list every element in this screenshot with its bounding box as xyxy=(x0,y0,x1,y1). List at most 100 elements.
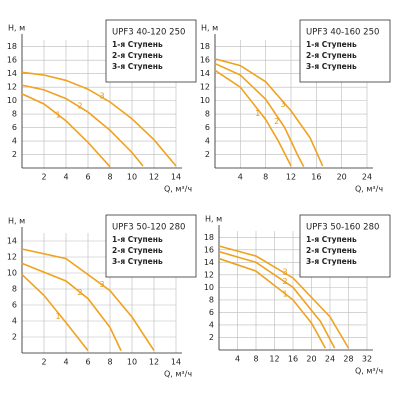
x-tick-label: 24 xyxy=(325,355,335,364)
y-tick-label: 12 xyxy=(204,270,214,279)
y-axis-label: H, м xyxy=(205,215,222,224)
x-tick-label: 12 xyxy=(149,358,159,367)
y-tick-label: 14 xyxy=(200,69,210,78)
legend-box xyxy=(105,19,197,83)
y-tick-label: 4 xyxy=(12,137,17,146)
legend-entry: 3-я Ступень xyxy=(306,62,357,71)
y-axis-label: H, м xyxy=(8,217,25,226)
y-tick-label: 14 xyxy=(7,237,17,246)
legend-entry: 3-я Ступень xyxy=(306,257,357,266)
y-tick-label: 12 xyxy=(7,253,17,262)
curve-label: 3 xyxy=(280,100,285,109)
chart-title: UPF3 50-160 280 xyxy=(306,223,379,233)
curve xyxy=(21,248,155,352)
curve xyxy=(214,62,305,168)
legend-box xyxy=(299,19,391,83)
x-tick-label: 24 xyxy=(362,173,372,182)
y-tick-label: 18 xyxy=(200,42,210,51)
y-tick-label: 6 xyxy=(12,301,17,310)
legend-box xyxy=(299,214,391,278)
x-tick-label: 6 xyxy=(85,358,90,367)
y-tick-label: 4 xyxy=(12,317,17,326)
x-tick-label: 12 xyxy=(149,173,159,182)
curve-label: 1 xyxy=(282,289,287,298)
x-tick-label: 4 xyxy=(235,355,240,364)
x-tick-label: 4 xyxy=(63,173,68,182)
y-tick-label: 4 xyxy=(209,320,214,329)
y-tick-label: 18 xyxy=(204,233,214,242)
y-tick-label: 16 xyxy=(7,56,17,65)
y-tick-label: 2 xyxy=(205,150,210,159)
curve-label: 3 xyxy=(99,91,104,100)
x-tick-label: 8 xyxy=(253,355,258,364)
curve-label: 1 xyxy=(55,110,60,119)
curve-label: 1 xyxy=(255,109,260,118)
x-tick-label: 12 xyxy=(269,355,279,364)
curve-label: 2 xyxy=(77,288,82,297)
y-tick-label: 18 xyxy=(7,42,17,51)
curve xyxy=(21,93,111,168)
y-tick-label: 16 xyxy=(204,245,214,254)
x-tick-label: 14 xyxy=(171,173,181,182)
legend-entry: 1-я Ступень xyxy=(306,40,357,49)
chart-title: UPF3 40-120 250 xyxy=(112,28,185,38)
x-tick-label: 20 xyxy=(337,173,347,182)
y-tick-label: 8 xyxy=(205,110,210,119)
x-tick-label: 10 xyxy=(127,358,137,367)
curve xyxy=(21,71,177,167)
x-tick-label: 6 xyxy=(85,173,90,182)
x-axis-label: Q, м³/ч xyxy=(355,185,383,194)
x-tick-label: 8 xyxy=(107,173,112,182)
y-tick-label: 14 xyxy=(204,258,214,267)
y-tick-label: 12 xyxy=(200,83,210,92)
y-tick-label: 8 xyxy=(209,295,214,304)
curve-label: 1 xyxy=(55,312,60,321)
y-tick-label: 10 xyxy=(200,96,210,105)
y-tick-label: 12 xyxy=(7,83,17,92)
y-tick-label: 16 xyxy=(200,56,210,65)
x-tick-label: 14 xyxy=(171,358,181,367)
chart-title: UPF3 50-120 280 xyxy=(112,223,185,233)
curve-label: 2 xyxy=(282,277,287,286)
x-tick-label: 16 xyxy=(311,173,321,182)
legend-entry: 1-я Ступень xyxy=(112,235,163,244)
y-tick-label: 10 xyxy=(204,283,214,292)
y-tick-label: 6 xyxy=(209,308,214,317)
chart-title: UPF3 40-160 250 xyxy=(306,28,379,38)
curve xyxy=(21,262,122,351)
legend-entry: 2-я Ступень xyxy=(306,246,357,255)
y-tick-label: 6 xyxy=(12,123,17,132)
y-tick-label: 2 xyxy=(12,333,17,342)
y-tick-label: 10 xyxy=(7,269,17,278)
y-tick-label: 14 xyxy=(7,69,17,78)
curve xyxy=(218,250,336,349)
legend-box xyxy=(105,214,197,278)
curve-label: 3 xyxy=(282,267,287,276)
x-tick-label: 16 xyxy=(288,355,298,364)
curve xyxy=(21,274,89,352)
x-tick-label: 8 xyxy=(263,173,268,182)
legend-entry: 2-я Ступень xyxy=(112,51,163,60)
x-tick-label: 20 xyxy=(306,355,316,364)
x-tick-label: 10 xyxy=(127,173,137,182)
y-tick-label: 2 xyxy=(209,333,214,342)
y-axis-label: H, м xyxy=(201,24,218,33)
legend-entry: 2-я Ступень xyxy=(112,246,163,255)
legend-entry: 3-я Ступень xyxy=(112,62,163,71)
x-axis-label: Q, м³/ч xyxy=(164,370,192,379)
x-tick-label: 28 xyxy=(343,355,353,364)
x-tick-label: 2 xyxy=(41,358,46,367)
y-tick-label: 4 xyxy=(205,137,210,146)
legend-entry: 1-я Ступень xyxy=(306,235,357,244)
y-tick-label: 6 xyxy=(205,123,210,132)
y-axis-label: H, м xyxy=(8,24,25,33)
curve-label: 3 xyxy=(99,280,104,289)
y-tick-label: 8 xyxy=(12,285,17,294)
x-tick-label: 32 xyxy=(362,355,372,364)
y-tick-label: 2 xyxy=(12,150,17,159)
curve-label: 2 xyxy=(77,102,82,111)
legend-entry: 2-я Ступень xyxy=(306,51,357,60)
legend-entry: 3-я Ступень xyxy=(112,257,163,266)
x-axis-label: Q, м³/ч xyxy=(164,185,192,194)
